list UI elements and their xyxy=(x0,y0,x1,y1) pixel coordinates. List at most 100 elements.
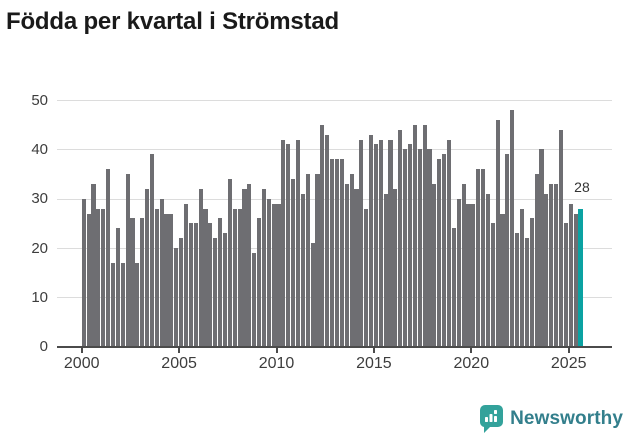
bar xyxy=(247,183,252,347)
bar xyxy=(110,262,116,347)
bar xyxy=(208,223,213,347)
bar xyxy=(461,183,466,347)
bar xyxy=(466,203,471,347)
bar xyxy=(193,223,198,347)
bar xyxy=(188,223,193,347)
bar xyxy=(407,144,413,347)
bar xyxy=(135,262,140,347)
gridline-40 xyxy=(57,149,612,151)
y-tick-label: 0 xyxy=(39,338,48,356)
bar xyxy=(106,169,111,347)
bar xyxy=(344,183,349,347)
bar xyxy=(257,218,262,347)
bar xyxy=(554,183,559,347)
bar xyxy=(91,183,96,347)
bar xyxy=(81,198,86,347)
bar xyxy=(563,223,568,347)
chart-title: Födda per kvartal i Strömstad xyxy=(6,8,339,35)
bar xyxy=(403,149,408,347)
bar xyxy=(383,193,388,347)
bar xyxy=(359,139,364,347)
bar xyxy=(534,174,539,347)
bar xyxy=(315,174,320,347)
x-tick-mark xyxy=(275,347,278,353)
bar xyxy=(427,149,432,347)
bar xyxy=(529,218,534,347)
gridline-10 xyxy=(57,297,612,299)
bar xyxy=(203,208,208,347)
y-tick-label: 40 xyxy=(31,140,48,158)
bar xyxy=(412,124,417,347)
bar xyxy=(149,154,154,347)
bar xyxy=(549,183,554,347)
bar xyxy=(432,183,437,347)
x-tick-label-2010: 2010 xyxy=(258,355,295,372)
bar xyxy=(174,248,179,347)
bar xyxy=(495,119,500,347)
bar xyxy=(237,208,242,347)
x-tick-mark xyxy=(80,347,83,353)
bar xyxy=(130,218,135,347)
bar-highlighted xyxy=(578,208,583,347)
bar xyxy=(145,188,150,347)
bar xyxy=(573,213,578,347)
bar xyxy=(125,174,130,347)
bar xyxy=(417,149,422,347)
bar xyxy=(164,213,169,347)
x-tick-mark xyxy=(372,347,375,353)
bar xyxy=(179,238,184,347)
bar xyxy=(442,154,447,347)
bar xyxy=(544,193,549,347)
bar xyxy=(558,129,564,347)
bar xyxy=(252,253,257,347)
y-tick-label: 30 xyxy=(31,190,48,208)
bar xyxy=(218,218,223,347)
newsworthy-logo: Newsworthy xyxy=(480,405,623,433)
bar xyxy=(500,213,505,347)
bar xyxy=(242,188,247,347)
newsworthy-logo-icon xyxy=(480,405,504,433)
bar xyxy=(456,198,461,347)
bar xyxy=(422,124,427,347)
bar xyxy=(101,208,106,347)
bar xyxy=(120,262,125,347)
bar xyxy=(305,174,310,347)
bar xyxy=(159,198,164,347)
x-tick-label-2005: 2005 xyxy=(161,355,197,372)
bar xyxy=(471,203,476,347)
bar xyxy=(310,243,315,347)
bar xyxy=(140,218,145,347)
bar xyxy=(354,188,359,347)
bar xyxy=(334,159,340,347)
newsworthy-logo-text: Newsworthy xyxy=(510,408,623,429)
last-bar-value-label: 28 xyxy=(574,179,590,195)
bar xyxy=(349,174,354,347)
bar xyxy=(393,188,398,347)
x-tick-label-2020: 2020 xyxy=(453,355,490,372)
y-tick-label: 20 xyxy=(31,239,48,257)
bar xyxy=(519,208,525,347)
bar xyxy=(227,178,232,347)
bar xyxy=(339,159,344,347)
bar xyxy=(369,134,374,347)
bar xyxy=(320,124,325,347)
gridline-30 xyxy=(57,198,612,200)
bar xyxy=(291,178,296,347)
bar xyxy=(300,193,305,347)
bar xyxy=(281,139,286,347)
bar xyxy=(398,129,403,347)
bar xyxy=(364,208,369,347)
bar xyxy=(154,208,159,347)
y-tick-label: 10 xyxy=(31,288,48,306)
gridline-50 xyxy=(57,100,612,101)
bar xyxy=(568,203,573,347)
x-tick-mark xyxy=(178,347,181,353)
bar xyxy=(378,139,383,347)
bar xyxy=(524,238,529,347)
x-tick-label-2015: 2015 xyxy=(356,355,392,372)
bar xyxy=(539,149,544,347)
bar xyxy=(388,139,393,347)
bar xyxy=(169,213,174,347)
x-axis-line xyxy=(57,345,612,348)
